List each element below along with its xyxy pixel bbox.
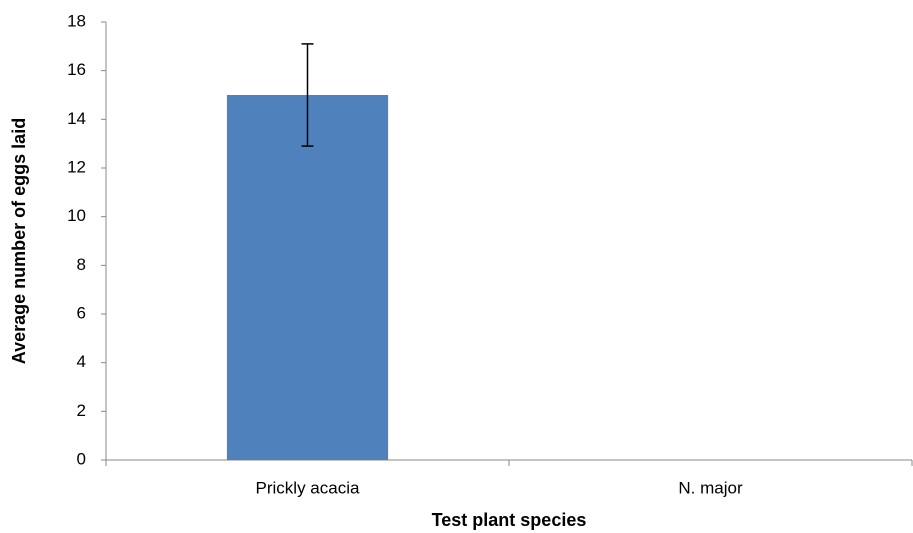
y-tick-label: 8 [77,255,86,274]
y-tick-label: 0 [77,449,86,468]
y-tick-label: 10 [67,206,86,225]
y-tick-label: 14 [67,109,86,128]
y-tick-label: 6 [77,303,86,322]
y-tick-label: 18 [67,11,86,30]
y-tick-label: 12 [67,157,86,176]
x-tick-label: N. major [678,478,743,497]
y-tick-label: 16 [67,60,86,79]
x-axis-title: Test plant species [432,510,587,530]
bar [226,95,389,460]
y-axis-title: Average number of eggs laid [9,118,29,364]
y-tick-label: 2 [77,401,86,420]
y-tick-label: 4 [77,352,86,371]
x-tick-label: Prickly acacia [256,478,360,497]
error-bar [301,43,314,147]
